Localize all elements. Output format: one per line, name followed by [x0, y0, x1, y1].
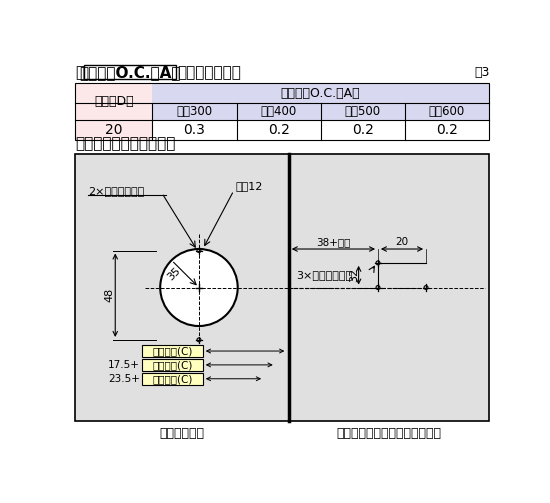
Text: カット量(C): カット量(C) [152, 360, 193, 370]
Text: 0.2: 0.2 [352, 123, 373, 137]
Text: 20: 20 [105, 123, 123, 137]
Text: 扉幅300: 扉幅300 [177, 106, 212, 118]
Bar [84, 65, 175, 79]
Text: 0.2: 0.2 [436, 123, 458, 137]
Bar [152, 83, 489, 104]
Text: 32: 32 [349, 268, 359, 282]
Text: カップ取付穴: カップ取付穴 [160, 427, 205, 440]
Bar [289, 154, 489, 421]
Text: 扉先端のO.C.（A）: 扉先端のO.C.（A） [79, 65, 181, 80]
Text: 扉幅400: 扉幅400 [261, 106, 296, 118]
Text: 48: 48 [104, 288, 114, 302]
Text: 扉幅600: 扉幅600 [428, 106, 465, 118]
Text: 深さ12: 深さ12 [235, 181, 263, 191]
Text: マウンティングプレート取付穴: マウンティングプレート取付穴 [336, 427, 441, 440]
Text: 17.5+: 17.5+ [108, 360, 140, 370]
Bar [75, 154, 489, 421]
Text: 扉厘（D）: 扉厘（D） [94, 96, 134, 109]
Bar [75, 83, 152, 120]
Bar [152, 104, 489, 120]
Text: 35: 35 [166, 266, 183, 282]
Bar [142, 345, 203, 357]
Text: カット量(C): カット量(C) [152, 374, 193, 384]
Text: と扉幅の関係】: と扉幅の関係】 [177, 65, 241, 80]
Text: 扉幅500: 扉幅500 [345, 106, 381, 118]
Text: 23.5+: 23.5+ [108, 374, 140, 384]
Bar [75, 120, 152, 140]
Text: 20: 20 [395, 237, 409, 247]
Text: 0.3: 0.3 [184, 123, 206, 137]
Bar [152, 120, 489, 140]
Text: 2×取付ねじ下穴: 2×取付ねじ下穴 [88, 186, 144, 196]
Bar [142, 359, 203, 371]
Text: 0.2: 0.2 [268, 123, 289, 137]
Text: 38+扉厚: 38+扉厚 [316, 237, 350, 247]
Text: 【扉加工】（木製扉用）: 【扉加工】（木製扉用） [75, 136, 175, 151]
Text: 【: 【 [75, 65, 84, 80]
Circle shape [160, 249, 238, 326]
Bar [75, 154, 289, 421]
Text: 3×取付ねじ下穴: 3×取付ねじ下穴 [296, 270, 353, 280]
Text: カット量(C): カット量(C) [152, 346, 193, 356]
Text: 表3: 表3 [474, 66, 490, 79]
Bar [75, 83, 489, 140]
Bar [142, 373, 203, 384]
Text: 扉先端のO.C.（A）: 扉先端のO.C.（A） [281, 87, 360, 100]
